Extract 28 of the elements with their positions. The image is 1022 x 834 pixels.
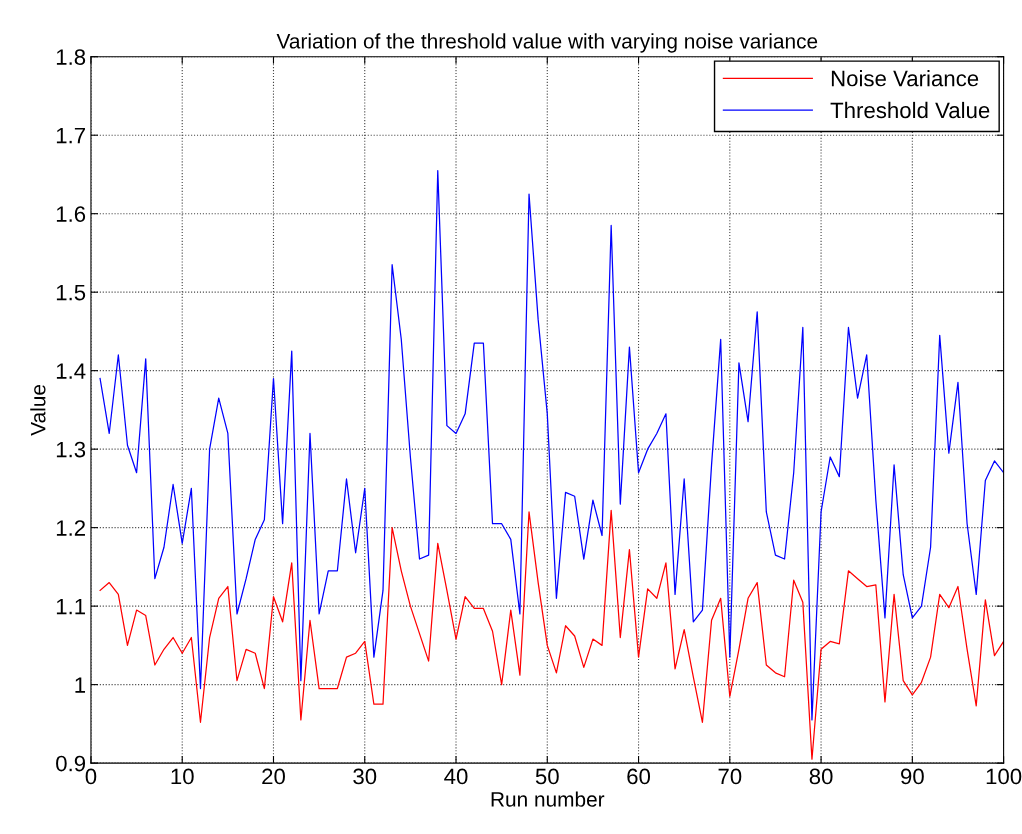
- x-tick-label: 40: [444, 768, 468, 785]
- y-tick-label: 1.3: [56, 441, 86, 458]
- y-tick-label: 1.1: [56, 598, 86, 615]
- y-tick-label: 1.5: [56, 284, 86, 301]
- y-tick-label: 1.7: [56, 127, 85, 144]
- x-tick-label: 100: [986, 768, 1022, 785]
- x-tick-label: 90: [901, 768, 924, 785]
- chart-title: Variation of the threshold value with varying noise variance: [276, 33, 818, 53]
- y-tick-label: 0.9: [56, 755, 86, 772]
- x-tick-label: 80: [809, 768, 833, 785]
- x-tick-label: 60: [627, 768, 651, 785]
- x-tick-label: 0: [85, 768, 97, 785]
- y-axis-title: Value: [30, 384, 46, 436]
- x-tick-label: 20: [262, 768, 285, 785]
- x-tick-label: 10: [171, 768, 194, 785]
- line-series: [99, 169, 1004, 721]
- y-tick-label: 1.2: [56, 520, 85, 536]
- y-tick-label: 1.8: [56, 49, 86, 65]
- legend-label: Threshold Value: [830, 101, 990, 119]
- y-tick-label: 1.4: [56, 363, 86, 379]
- x-tick-label: 70: [718, 768, 742, 785]
- y-tick-label: 1.6: [56, 206, 86, 222]
- x-axis-title: Run number: [491, 791, 605, 807]
- legend-label: Noise Variance: [831, 70, 979, 87]
- x-tick-label: 50: [535, 768, 559, 785]
- x-tick-label: 30: [353, 768, 377, 785]
- line-series: [99, 509, 1004, 760]
- y-tick-label: 1: [75, 677, 86, 693]
